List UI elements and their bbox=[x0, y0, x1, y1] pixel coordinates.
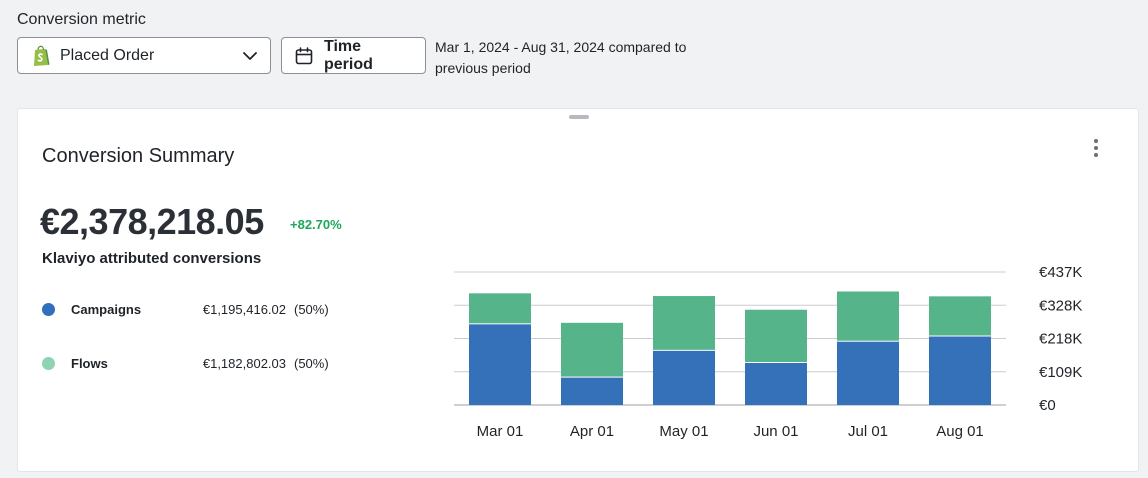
bar-campaigns-apr-01 bbox=[561, 377, 623, 405]
x-tick-label: May 01 bbox=[659, 423, 708, 440]
bar-campaigns-mar-01 bbox=[469, 324, 531, 405]
drag-handle[interactable] bbox=[569, 115, 589, 119]
conversion-bar-chart: €0 €109K €218K €328K €437K Mar 01 Apr 01 May 01… bbox=[454, 264, 1082, 440]
legend-amount: €1,195,416.02 bbox=[202, 301, 286, 317]
legend-amount: €1,182,802.03 bbox=[202, 355, 286, 371]
legend-percent: (50%) bbox=[294, 355, 329, 371]
total-conversions-value: €2,378,218.05 bbox=[40, 201, 264, 242]
conversion-metric-label: Conversion metric bbox=[17, 11, 146, 28]
bar-flows-may-01 bbox=[653, 296, 715, 350]
card-title: Conversion Summary bbox=[42, 145, 235, 167]
x-tick-label: Jun 01 bbox=[753, 423, 798, 440]
period-description: Mar 1, 2024 - Aug 31, 2024 compared to p… bbox=[435, 39, 687, 76]
bar-campaigns-jun-01 bbox=[745, 363, 807, 405]
y-tick-label: €328K bbox=[1039, 297, 1082, 314]
legend-percent: (50%) bbox=[294, 301, 329, 317]
bar-flows-apr-01 bbox=[561, 322, 623, 377]
x-tick-label: Mar 01 bbox=[477, 423, 524, 440]
time-period-button[interactable]: Time period bbox=[281, 37, 426, 74]
conversion-summary-card: Conversion Summary €2,378,218.05 +82.70%… bbox=[17, 108, 1139, 472]
bar-campaigns-aug-01 bbox=[929, 336, 991, 405]
campaigns-legend-dot bbox=[42, 302, 55, 316]
x-tick-label: Aug 01 bbox=[936, 423, 984, 440]
y-tick-label: €218K bbox=[1039, 331, 1082, 348]
shopify-icon bbox=[32, 45, 50, 67]
bar-flows-jun-01 bbox=[745, 309, 807, 362]
calendar-icon bbox=[294, 46, 314, 66]
flows-legend-dot bbox=[42, 356, 55, 370]
time-period-label: Time period bbox=[324, 37, 373, 73]
x-tick-label: Apr 01 bbox=[570, 423, 614, 440]
legend-item-campaigns: Campaigns €1,195,416.02 (50%) bbox=[42, 299, 329, 319]
selected-metric: Placed Order bbox=[60, 46, 155, 64]
x-tick-label: Jul 01 bbox=[848, 423, 888, 440]
bar-campaigns-jul-01 bbox=[837, 341, 899, 405]
conversion-metric-select[interactable]: Placed Order bbox=[17, 37, 271, 74]
legend-label: Campaigns bbox=[71, 301, 142, 317]
bar-flows-jul-01 bbox=[837, 291, 899, 341]
y-tick-label: €0 bbox=[1039, 397, 1056, 414]
y-tick-label: €437K bbox=[1039, 264, 1082, 281]
bar-campaigns-may-01 bbox=[653, 350, 715, 405]
change-percentage: +82.70% bbox=[290, 217, 342, 232]
chevron-down-icon bbox=[242, 48, 258, 64]
y-tick-label: €109K bbox=[1039, 364, 1082, 381]
attributed-conversions-label: Klaviyo attributed conversions bbox=[42, 250, 262, 267]
bar-flows-mar-01 bbox=[469, 293, 531, 324]
legend-item-flows: Flows €1,182,802.03 (50%) bbox=[42, 353, 329, 373]
more-options-icon[interactable] bbox=[1088, 137, 1104, 159]
legend-label: Flows bbox=[71, 355, 108, 371]
bar-flows-aug-01 bbox=[929, 296, 991, 336]
